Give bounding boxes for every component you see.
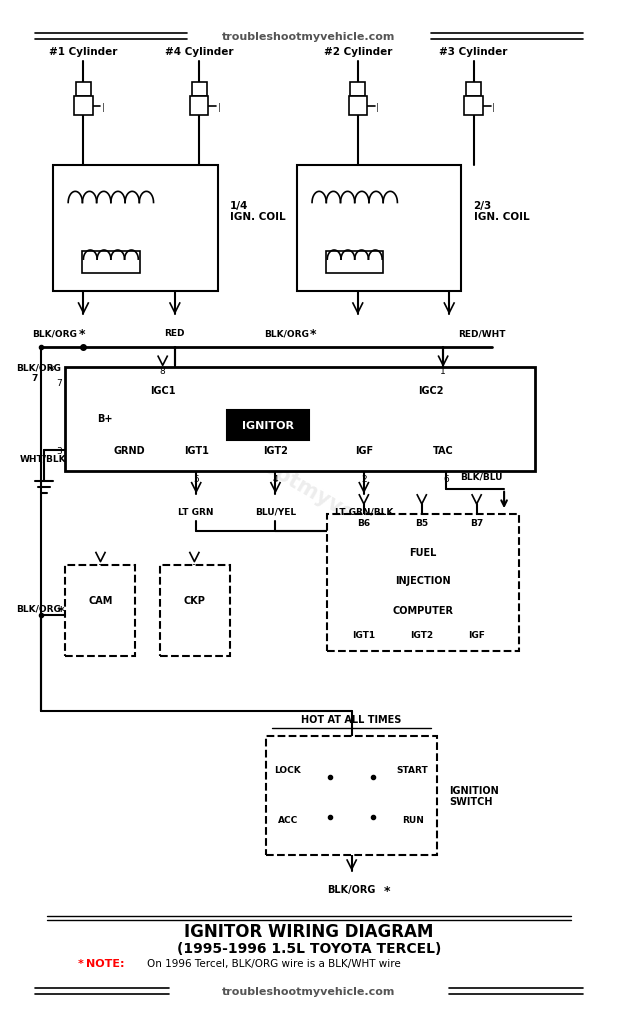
Text: |: | [102,103,104,112]
Bar [465,97,483,116]
Text: FUEL: FUEL [410,548,437,557]
Bar [297,166,462,292]
Text: |: | [492,103,494,112]
Text: 2/3
IGN. COIL: 2/3 IGN. COIL [473,201,529,222]
Bar [326,252,383,274]
Text: IGF: IGF [468,631,485,639]
Bar [350,83,365,97]
Text: LT GRN/BLK: LT GRN/BLK [335,507,393,516]
Text: CAM: CAM [88,595,112,605]
Text: RED: RED [164,329,185,338]
Bar [65,566,135,656]
Bar [227,411,309,441]
Bar [74,97,93,116]
Bar [192,83,206,97]
Text: LOCK: LOCK [274,765,301,773]
Text: LT GRN: LT GRN [179,507,214,516]
Text: IGNITOR: IGNITOR [242,421,294,431]
Text: B+: B+ [97,414,112,424]
Text: RED/WHT: RED/WHT [459,329,506,338]
Text: troubleshootmyvehicle.com: troubleshootmyvehicle.com [222,985,396,996]
Text: IGT1: IGT1 [184,446,209,455]
Text: BLK/ORG: BLK/ORG [33,329,77,338]
Text: 4: 4 [273,474,278,483]
Text: *: * [310,328,316,341]
Text: BLK/ORG: BLK/ORG [16,364,61,373]
Text: WHT/BLK: WHT/BLK [19,454,66,464]
Text: IGT2: IGT2 [263,446,288,455]
Text: *: * [77,958,83,968]
Text: On 1996 Tercel, BLK/ORG wire is a BLK/WHT wire: On 1996 Tercel, BLK/ORG wire is a BLK/WH… [148,958,401,968]
Text: IGNITOR WIRING DIAGRAM: IGNITOR WIRING DIAGRAM [184,922,434,940]
Text: 7: 7 [32,374,38,382]
Text: GRND: GRND [113,446,145,455]
Bar [76,83,91,97]
Bar [65,368,535,471]
Text: 1/4
IGN. COIL: 1/4 IGN. COIL [230,201,286,222]
Text: INJECTION: INJECTION [396,575,451,585]
Text: 5: 5 [193,474,199,483]
Bar [190,97,208,116]
Text: RUN: RUN [402,815,423,824]
Text: BLK/BLU: BLK/BLU [460,472,502,481]
Text: 7: 7 [56,379,62,387]
Text: BLK/ORG: BLK/ORG [328,884,376,895]
Text: B7: B7 [470,518,483,527]
Text: #4 Cylinder: #4 Cylinder [165,47,234,57]
Text: troubleshootmyvehicle.com: troubleshootmyvehicle.com [222,32,396,42]
Bar [467,83,481,97]
Text: troubleshootmyvehicle.com: troubleshootmyvehicle.com [162,398,456,580]
Text: TAC: TAC [433,446,454,455]
Bar [159,566,230,656]
Text: HOT AT ALL TIMES: HOT AT ALL TIMES [302,714,402,725]
Text: |: | [218,103,220,112]
Text: IGT2: IGT2 [410,631,433,639]
Text: #3 Cylinder: #3 Cylinder [439,47,508,57]
Text: B6: B6 [357,518,370,527]
Text: 3: 3 [56,446,62,455]
Text: BLK/ORG: BLK/ORG [264,329,309,338]
Bar [82,252,140,274]
Text: IGNITION
SWITCH: IGNITION SWITCH [449,785,499,806]
Text: *: * [78,328,85,341]
Text: 8: 8 [160,367,166,376]
Text: IGC2: IGC2 [418,385,444,395]
Text: *: * [48,364,54,376]
Text: BLU/YEL: BLU/YEL [255,507,296,516]
Text: BLK/ORG: BLK/ORG [16,604,61,613]
Text: ACC: ACC [277,815,298,824]
Text: |: | [376,103,379,112]
Text: 2: 2 [361,474,366,483]
Bar [328,515,519,651]
Bar [266,736,437,855]
Text: IGC1: IGC1 [150,385,176,395]
Text: B5: B5 [415,518,428,527]
Text: *: * [383,884,390,897]
Text: 1: 1 [440,367,446,376]
Text: START: START [397,765,428,773]
Text: #2 Cylinder: #2 Cylinder [324,47,392,57]
Text: 6: 6 [443,474,449,483]
Bar [349,97,367,116]
Text: COMPUTER: COMPUTER [393,605,454,615]
Text: NOTE:: NOTE: [87,958,125,968]
Text: IGF: IGF [355,446,373,455]
Text: *: * [58,604,64,618]
Text: (1995-1996 1.5L TOYOTA TERCEL): (1995-1996 1.5L TOYOTA TERCEL) [177,942,441,955]
Bar [53,166,218,292]
Text: #1 Cylinder: #1 Cylinder [49,47,117,57]
Text: CKP: CKP [184,595,205,605]
Text: IGT1: IGT1 [352,631,375,639]
